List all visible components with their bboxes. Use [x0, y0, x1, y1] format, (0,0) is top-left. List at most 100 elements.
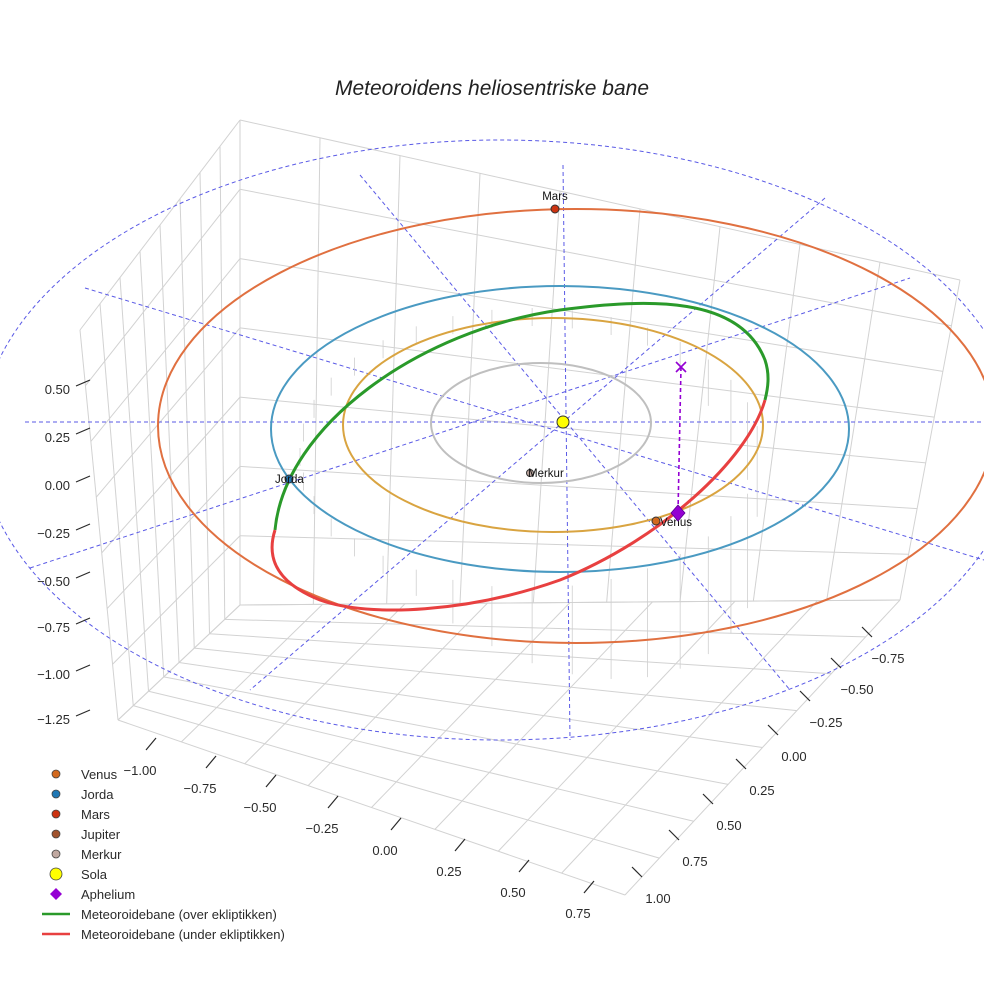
y-tick-label: 0.25 — [749, 783, 774, 798]
marker-aphelium — [670, 504, 686, 522]
wall-grid-line — [139, 251, 165, 677]
wall-grid-line — [239, 465, 918, 510]
y-tick-label: −0.25 — [810, 715, 843, 730]
x-tick-label: −0.50 — [244, 800, 277, 815]
marker-merkur — [526, 469, 534, 477]
label-venus: Venus — [660, 517, 692, 529]
y-tick-mark — [668, 829, 680, 841]
z-tick-mark — [75, 617, 91, 625]
wall-grid-line — [239, 119, 961, 281]
marker-layer: Mars Merkur Venus Jorda — [275, 191, 692, 529]
x-tick-mark — [327, 795, 339, 809]
orbit-merkur — [430, 362, 652, 484]
wall-grid-line — [117, 604, 241, 721]
wall-grid-line — [899, 279, 961, 601]
x-tick-label: 0.75 — [565, 906, 590, 921]
legend-symbol-venus — [51, 769, 61, 779]
floor-grid-line — [163, 676, 729, 785]
label-mars: Mars — [542, 191, 568, 203]
label-merkur: Merkur — [528, 468, 564, 480]
z-tick-label: 0.50 — [45, 382, 70, 397]
wall-grid-line — [79, 119, 241, 331]
wall-grid-line — [85, 188, 241, 387]
z-tick-label: −0.75 — [37, 620, 70, 635]
z-tick-label: 0.25 — [45, 430, 70, 445]
y-tick-label: −0.75 — [872, 651, 905, 666]
x-tick-label: 0.50 — [500, 885, 525, 900]
wall-grid-line — [239, 396, 926, 464]
ecliptic-axis-line — [84, 287, 984, 561]
wall-grid-line — [106, 466, 241, 609]
y-tick-mark — [702, 793, 714, 805]
z-tick-mark — [75, 709, 91, 717]
z-tick-label: −1.00 — [37, 667, 70, 682]
ecliptic-circle-outer — [0, 139, 984, 741]
wall-grid-line — [239, 188, 952, 327]
floor-grid-line — [194, 647, 797, 712]
chart-title: Meteoroidens heliosentriske bane — [335, 77, 649, 100]
wall-grid-line — [312, 137, 321, 605]
legend-symbol-aphelium — [50, 888, 62, 900]
wall-grid-line — [179, 198, 195, 649]
axis-ticks: 0.50 0.25 0.00 −0.25 −0.50 −0.75 −1.00 −1.25 −1.… — [37, 379, 905, 921]
x-tick-mark — [205, 755, 217, 769]
wall-grid-line — [95, 327, 241, 498]
floor-grid-line — [148, 690, 694, 822]
y-tick-label: 0.50 — [716, 818, 741, 833]
legend-label-meteoroidebane-under-ekliptikken-: Meteoroidebane (under ekliptikken) — [81, 927, 285, 942]
wall-grid-line — [79, 329, 119, 721]
legend-label-meteoroidebane-over-ekliptikken-: Meteoroidebane (over ekliptikken) — [81, 907, 277, 922]
z-tick-mark — [75, 475, 91, 483]
z-tick-label: 0.00 — [45, 478, 70, 493]
floor-grid-line — [178, 662, 763, 748]
ecliptic-axis-line — [562, 164, 571, 741]
legend-symbol-mars — [51, 809, 61, 819]
wall-grid-line — [459, 173, 481, 604]
ecliptic-reference-lines — [0, 139, 984, 741]
meteoroid-orbit-below — [270, 399, 767, 612]
marker-venus — [651, 516, 661, 526]
wall-grid-line — [239, 535, 909, 555]
x-tick-label: −0.75 — [184, 781, 217, 796]
x-tick-label: 0.00 — [372, 843, 397, 858]
x-tick-mark — [583, 880, 595, 894]
x-tick-mark — [390, 817, 402, 831]
grid-layer — [79, 119, 961, 896]
legend-label-sola: Sola — [81, 867, 108, 882]
floor-grid-line — [133, 705, 660, 859]
legend-symbol-jorda — [51, 789, 61, 799]
wall-grid-line — [159, 224, 180, 663]
marker-jorda — [284, 474, 294, 484]
marker-sola — [556, 415, 570, 429]
orbit-mars — [157, 208, 984, 644]
ecliptic-axis-line — [359, 174, 791, 691]
y-tick-label: 0.75 — [682, 854, 707, 869]
z-tick-mark — [75, 427, 91, 435]
z-tick-mark — [75, 571, 91, 579]
wall-grid-line — [826, 262, 881, 601]
x-tick-label: 0.25 — [436, 864, 461, 879]
legend-symbol-jupiter — [51, 829, 61, 839]
x-tick-label: −1.00 — [124, 763, 157, 778]
x-tick-label: −0.25 — [306, 821, 339, 836]
wall-grid-line — [752, 244, 801, 602]
wall-grid-line — [199, 172, 210, 634]
floor-grid-line — [209, 633, 832, 675]
ecliptic-axis-line — [249, 197, 826, 691]
wall-grid-line — [119, 277, 149, 692]
z-tick-mark — [75, 523, 91, 531]
label-jorda: Jorda — [275, 474, 304, 486]
wall-grid-line — [90, 258, 241, 442]
x-tick-mark — [145, 737, 157, 751]
z-tick-mark — [75, 379, 91, 387]
wall-grid-line — [606, 208, 641, 603]
wall-grid-line — [101, 396, 241, 554]
y-tick-mark — [799, 690, 811, 702]
wall-grid-line — [219, 146, 226, 620]
y-tick-mark — [735, 758, 747, 770]
x-tick-mark — [265, 774, 277, 788]
legend-label-merkur: Merkur — [81, 847, 122, 862]
legend-label-jorda: Jorda — [81, 787, 114, 802]
z-tick-label: −0.50 — [37, 574, 70, 589]
